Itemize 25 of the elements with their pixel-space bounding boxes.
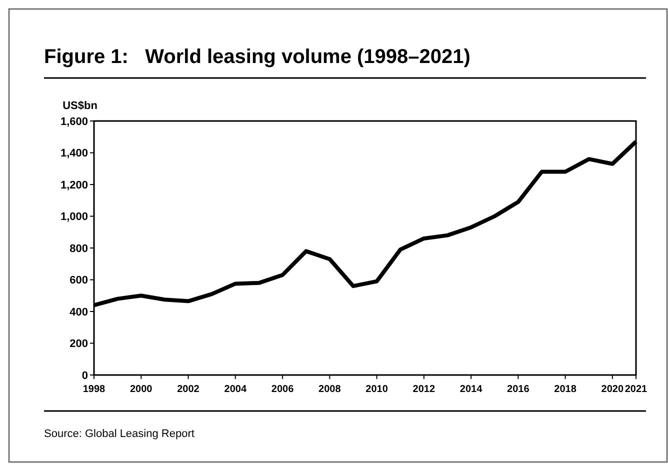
x-tick-label: 2021: [624, 384, 648, 395]
x-tick-label: 2006: [271, 384, 294, 395]
x-tick-label: 2014: [460, 384, 483, 395]
x-tick-label: 2012: [412, 384, 436, 395]
source-note: Source: Global Leasing Report: [44, 428, 194, 440]
x-tick-label: 2002: [177, 384, 200, 395]
y-tick-label: 600: [70, 274, 88, 287]
x-tick-label: 2016: [507, 384, 530, 395]
x-tick-label: 2010: [366, 384, 388, 395]
y-tick-label: 1,000: [60, 211, 88, 224]
y-axis-title: US$bn: [62, 100, 98, 112]
x-tick-label: 2018: [554, 384, 577, 395]
y-tick-label: 1,200: [60, 179, 88, 192]
x-tick-label: 2000: [130, 384, 153, 395]
chart-title: Figure 1: World leasing volume (1998–2021): [44, 46, 470, 68]
y-tick-label: 200: [70, 338, 88, 350]
x-tick-label: 2004: [224, 384, 247, 395]
y-tick-label: 400: [70, 306, 88, 318]
y-tick-label: 1,600: [60, 116, 88, 128]
y-tick-label: 800: [70, 242, 88, 255]
y-tick-label: 0: [82, 370, 88, 382]
y-tick-label: 1,400: [60, 148, 88, 160]
x-tick-label: 2008: [318, 384, 342, 395]
x-tick-label: 2020: [601, 384, 624, 395]
x-tick-label: 1998: [82, 384, 106, 395]
